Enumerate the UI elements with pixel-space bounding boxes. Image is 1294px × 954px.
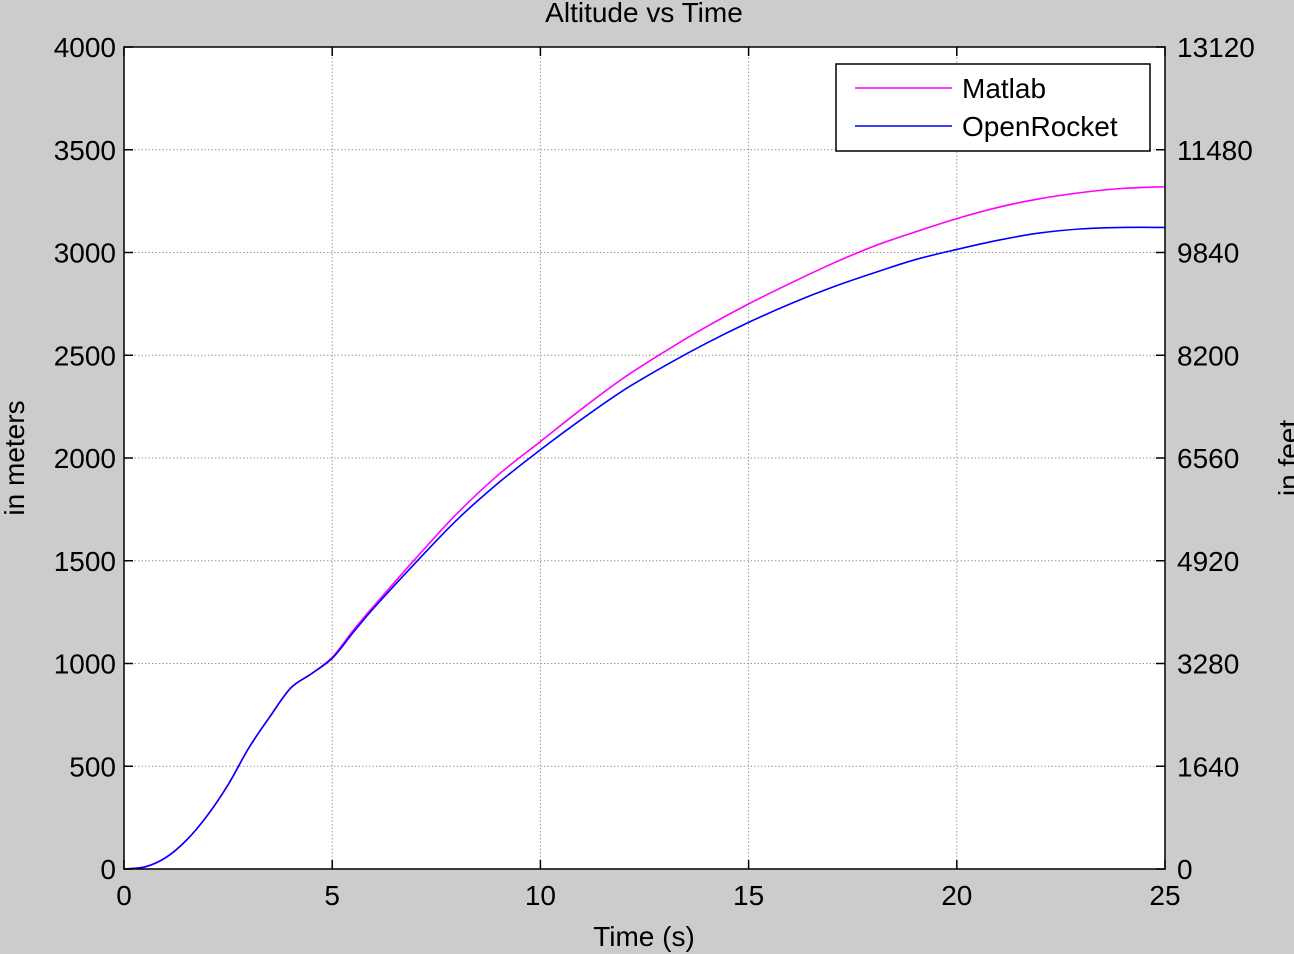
y-right-tick-label: 6560 [1177, 443, 1239, 474]
legend-label-matlab: Matlab [962, 73, 1046, 104]
y-tick-label: 1500 [54, 546, 116, 577]
series-line-openrocket [123, 226, 1166, 870]
y-right-tick-label: 9840 [1177, 238, 1239, 269]
y-right-tick-label: 13120 [1177, 32, 1255, 63]
x-axis-label: Time (s) [593, 921, 695, 952]
y-right-tick-label: 1640 [1177, 751, 1239, 782]
x-tick-label: 0 [116, 880, 132, 911]
legend: Matlab OpenRocket [835, 63, 1151, 152]
y-tick-label: 2000 [54, 443, 116, 474]
series-lines [123, 185, 1166, 870]
chart-title: Altitude vs Time [545, 0, 743, 28]
y-tick-label: 2500 [54, 340, 116, 371]
y-right-tick-label: 11480 [1177, 135, 1253, 166]
plot-area [124, 47, 1165, 869]
y-right-tick-label: 3280 [1177, 649, 1239, 680]
y-tick-label: 500 [69, 751, 116, 782]
y-right-tick-label: 4920 [1177, 546, 1239, 577]
x-tick-label: 15 [733, 880, 764, 911]
y-right-tick-label: 0 [1177, 854, 1193, 885]
y-right-tick-label: 8200 [1177, 340, 1239, 371]
y-tick-label: 0 [100, 854, 116, 885]
legend-label-openrocket: OpenRocket [962, 111, 1118, 142]
x-tick-label: 10 [525, 880, 556, 911]
y-axis-label: in meters [0, 400, 30, 515]
grid-lines [124, 47, 1165, 869]
y-tick-label: 4000 [54, 32, 116, 63]
y-tick-label: 1000 [54, 649, 116, 680]
y-tick-label: 3500 [54, 135, 116, 166]
x-tick-label: 5 [324, 880, 340, 911]
x-tick-label: 20 [941, 880, 972, 911]
y-tick-label: 3000 [54, 238, 116, 269]
legend-box [835, 63, 1151, 152]
y-axis-right-label: in feet [1273, 420, 1294, 496]
axis-ticks: 0 5 10 15 20 25050010001500200025003000350040… [54, 32, 1255, 911]
x-tick-label: 25 [1149, 880, 1180, 911]
